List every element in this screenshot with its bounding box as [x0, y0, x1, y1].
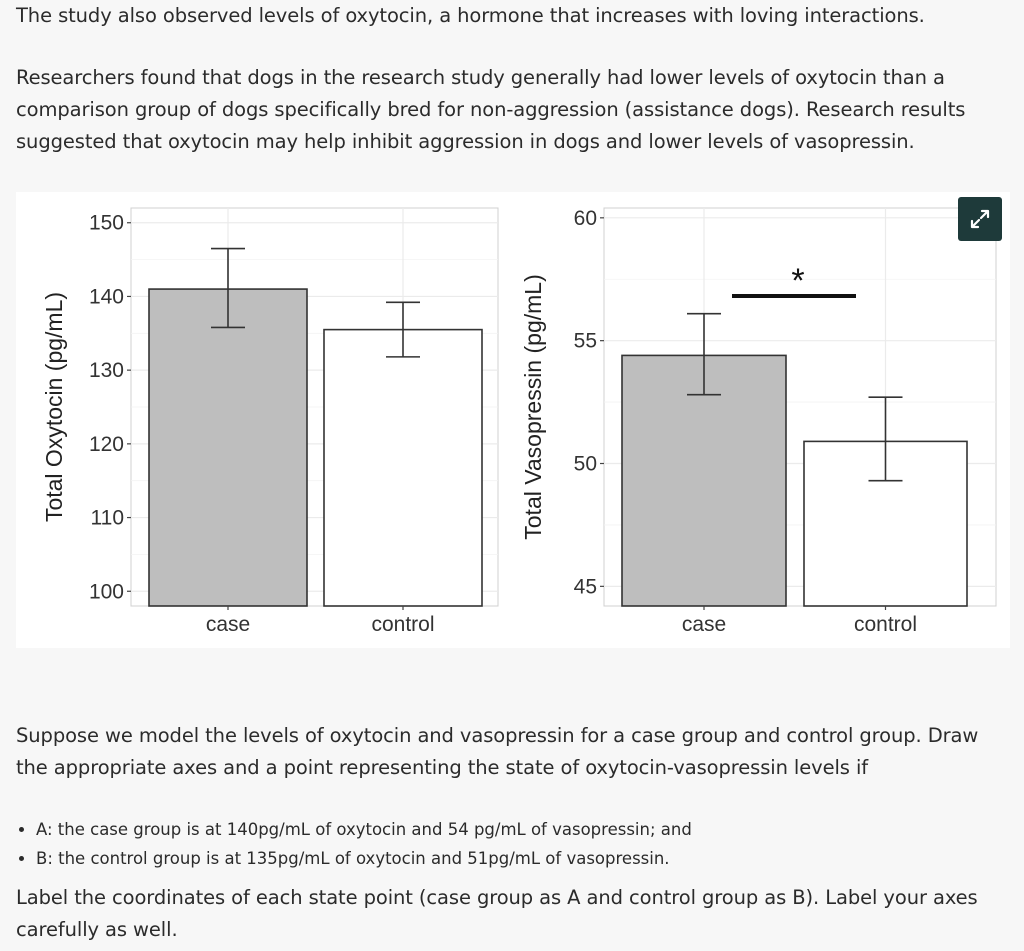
y-axis-label: Total Vasopressin (pg/mL)	[520, 274, 546, 539]
charts-svg: case control 100 110 120 130 140 150 Total Oxyto…	[41, 207, 997, 636]
x-tick-label-control: control	[371, 613, 434, 636]
expand-button[interactable]	[958, 197, 1002, 241]
bar-case	[148, 288, 308, 607]
y-tick-label: 110	[91, 507, 124, 530]
x-tick-label-case: case	[206, 613, 250, 636]
y-tick-label: 130	[89, 359, 124, 382]
y-axis-label: Total Oxytocin (pg/mL)	[41, 292, 67, 522]
y-tick-label: 60	[574, 207, 597, 230]
intro-text: The study also observed levels of oxytoc…	[16, 4, 925, 27]
findings-text: Researchers found that dogs in the resea…	[16, 66, 966, 153]
chart-panel-2: case control 45 50 55 60 Total Vasopressin (pg…	[520, 207, 997, 636]
closing-text: Label the coordinates of each state poin…	[16, 886, 978, 941]
y-tick-label: 55	[574, 330, 597, 353]
y-tick-label: 140	[89, 285, 124, 308]
question-text: Suppose we model the levels of oxytocin …	[16, 724, 979, 779]
x-tick-label-case: case	[682, 613, 726, 636]
list-item-b: B: the control group is at 135pg/mL of o…	[36, 844, 692, 873]
x-tick-label-control: control	[854, 613, 917, 636]
task-list: A: the case group is at 140pg/mL of oxyt…	[14, 815, 692, 873]
bar-control	[323, 328, 483, 607]
bar-chart-figure: case control 100 110 120 130 140 150 Total Oxyto…	[16, 192, 1010, 648]
list-item-a: A: the case group is at 140pg/mL of oxyt…	[36, 815, 692, 844]
significance-asterisk: *	[791, 262, 804, 300]
y-tick-label: 45	[574, 575, 597, 598]
y-tick-label: 100	[89, 580, 124, 603]
expand-arrows-icon	[970, 209, 990, 229]
y-tick-label: 150	[89, 212, 124, 235]
y-tick-label: 50	[574, 453, 597, 476]
chart-panel-1: case control 100 110 120 130 140 150 Total Oxyto…	[41, 207, 499, 636]
y-tick-label: 120	[89, 433, 124, 456]
bar-case	[621, 354, 787, 607]
